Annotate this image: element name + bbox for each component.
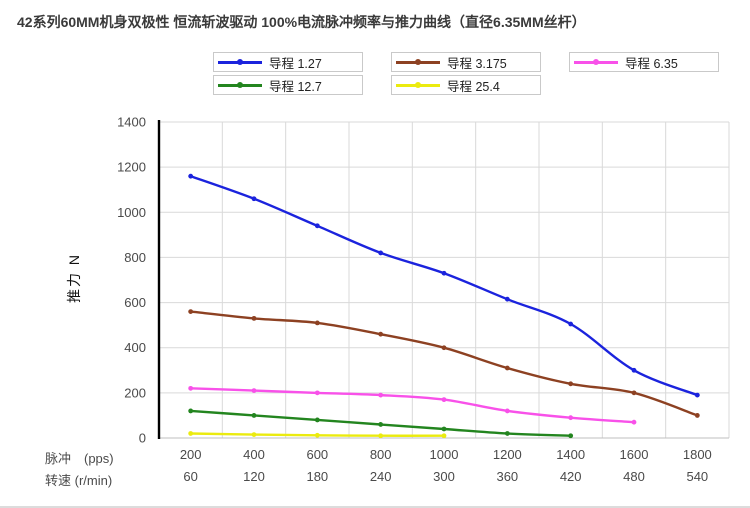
- legend-line-sample: [218, 82, 262, 88]
- data-point-marker: [378, 331, 384, 337]
- data-point-marker: [251, 315, 257, 321]
- data-point-marker: [378, 422, 384, 427]
- svg-text:120: 120: [243, 469, 265, 484]
- svg-text:480: 480: [623, 469, 645, 484]
- data-point-marker: [441, 270, 447, 276]
- x-axis-tick-labels-row2: 60 120 180 240 300 360 420 480 540: [183, 469, 708, 484]
- svg-text:1600: 1600: [620, 447, 649, 462]
- y-axis-tick-labels: 0 200 400 600 800 1000 1200 1400: [117, 115, 146, 446]
- svg-text:360: 360: [496, 469, 518, 484]
- legend-line-sample: [574, 59, 618, 65]
- data-point-marker: [188, 309, 194, 314]
- data-point-marker: [314, 432, 320, 438]
- data-point-marker: [378, 392, 384, 398]
- legend-label: 导程 6.35: [625, 56, 678, 71]
- legend-label: 导程 1.27: [269, 56, 322, 71]
- data-point-marker: [568, 433, 574, 439]
- svg-text:300: 300: [433, 469, 455, 484]
- series-line-2: [188, 309, 700, 418]
- legend-line-sample: [396, 82, 440, 88]
- svg-text:420: 420: [560, 469, 582, 484]
- svg-text:1400: 1400: [117, 115, 146, 130]
- legend-marker-dot: [237, 59, 243, 65]
- data-point-marker: [314, 390, 320, 396]
- svg-text:600: 600: [306, 447, 328, 462]
- data-point-marker: [504, 365, 510, 371]
- data-point-marker: [314, 417, 320, 423]
- svg-text:1400: 1400: [556, 447, 585, 462]
- legend-label: 导程 25.4: [447, 79, 500, 94]
- x-axis-row-label-rpm: 转速 (r/min): [45, 473, 113, 488]
- legend-line-sample: [218, 59, 262, 65]
- data-point-marker: [694, 413, 700, 418]
- data-point-marker: [188, 385, 194, 391]
- series-line-4: [188, 408, 574, 439]
- legend-marker-dot: [415, 59, 421, 65]
- legend-label: 导程 3.175: [447, 56, 507, 71]
- data-point-marker: [568, 381, 574, 387]
- svg-text:1000: 1000: [117, 205, 146, 220]
- data-point-marker: [441, 345, 447, 351]
- data-point-marker: [251, 196, 257, 202]
- data-point-marker: [631, 419, 637, 425]
- svg-text:400: 400: [124, 340, 146, 355]
- svg-text:400: 400: [243, 447, 265, 462]
- data-point-marker: [504, 296, 510, 302]
- svg-text:600: 600: [124, 295, 146, 310]
- x-axis-tick-labels-row1: 200 400 600 800 1000 1200 1400 1600 1800: [180, 447, 712, 462]
- svg-text:180: 180: [306, 469, 328, 484]
- legend-marker-dot: [593, 59, 599, 65]
- series-line-3: [188, 385, 637, 425]
- svg-text:1200: 1200: [493, 447, 522, 462]
- svg-text:200: 200: [124, 385, 146, 400]
- svg-text:540: 540: [686, 469, 708, 484]
- svg-text:240: 240: [370, 469, 392, 484]
- data-point-marker: [251, 413, 257, 418]
- legend-item: 导程 3.175: [391, 52, 541, 72]
- data-point-marker: [188, 173, 194, 179]
- svg-text:200: 200: [180, 447, 202, 462]
- legend-item: 导程 6.35: [569, 52, 719, 72]
- data-point-marker: [694, 392, 700, 398]
- legend-marker-dot: [237, 82, 243, 88]
- legend-marker-dot: [415, 82, 421, 88]
- data-point-marker: [378, 250, 384, 256]
- chart-legend: 导程 1.27 导程 3.175 导程 6.35 导程 12.7 导程 25.4: [213, 52, 719, 95]
- series-line-1: [188, 173, 700, 398]
- svg-text:0: 0: [139, 431, 146, 446]
- legend-item: 导程 25.4: [391, 75, 541, 95]
- data-point-marker: [631, 367, 637, 373]
- series-line-5: [188, 431, 447, 439]
- data-point-marker: [504, 408, 510, 414]
- data-point-marker: [441, 397, 447, 403]
- data-point-marker: [378, 433, 384, 439]
- data-point-marker: [251, 432, 257, 438]
- svg-text:1000: 1000: [430, 447, 459, 462]
- svg-text:800: 800: [124, 250, 146, 265]
- data-point-marker: [441, 433, 447, 439]
- legend-item: 导程 1.27: [213, 52, 363, 72]
- legend-line-sample: [396, 59, 440, 65]
- data-point-marker: [568, 321, 574, 327]
- data-point-marker: [314, 223, 320, 229]
- legend-label: 导程 12.7: [269, 79, 322, 94]
- data-point-marker: [504, 431, 510, 436]
- data-point-marker: [188, 408, 194, 414]
- chart-title: 42系列60MM机身双极性 恒流斩波驱动 100%电流脉冲频率与推力曲线（直径6…: [17, 14, 586, 30]
- data-point-marker: [568, 415, 574, 421]
- svg-text:1800: 1800: [683, 447, 712, 462]
- x-axis-row-label-pps: 脉冲 (pps): [45, 451, 114, 466]
- data-point-marker: [631, 390, 637, 396]
- legend-item: 导程 12.7: [213, 75, 363, 95]
- data-point-marker: [441, 426, 447, 432]
- svg-text:60: 60: [183, 469, 197, 484]
- svg-text:1200: 1200: [117, 160, 146, 175]
- svg-text:800: 800: [370, 447, 392, 462]
- data-point-marker: [188, 431, 194, 436]
- data-point-marker: [314, 320, 320, 326]
- data-point-marker: [251, 388, 257, 393]
- y-axis-title: 推力 N: [66, 253, 82, 303]
